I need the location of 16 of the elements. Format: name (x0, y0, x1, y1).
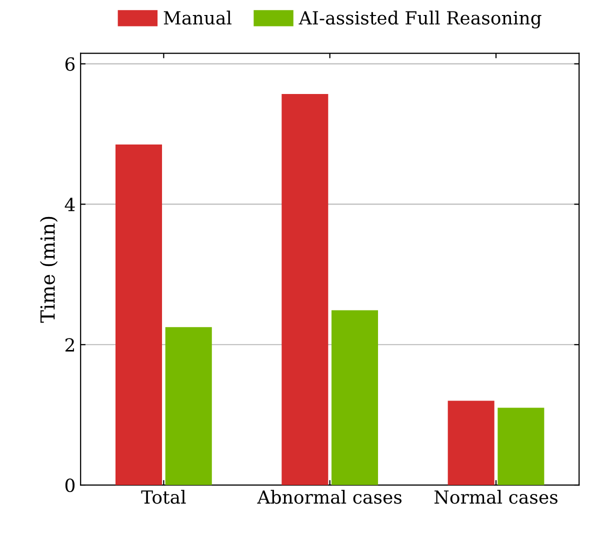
bar (165, 327, 212, 486)
bar (332, 310, 378, 486)
y-tick-label: 4 (64, 198, 75, 212)
x-tick-label: Normal cases (434, 490, 558, 504)
bar (448, 400, 494, 486)
y-axis-title: Time (min) (40, 216, 58, 323)
bar (115, 144, 162, 486)
y-tick-label: 0 (65, 478, 75, 492)
bar (282, 94, 328, 486)
y-tick-label: 2 (65, 338, 74, 352)
x-tick-label: Total (141, 490, 186, 504)
bar (498, 408, 544, 486)
x-tick-label: Abnormal cases (257, 490, 402, 504)
legend-label: Manual (164, 10, 232, 25)
y-tick-label: 6 (65, 57, 75, 71)
legend-label: AI-assisted Full Reasoning (298, 10, 542, 28)
